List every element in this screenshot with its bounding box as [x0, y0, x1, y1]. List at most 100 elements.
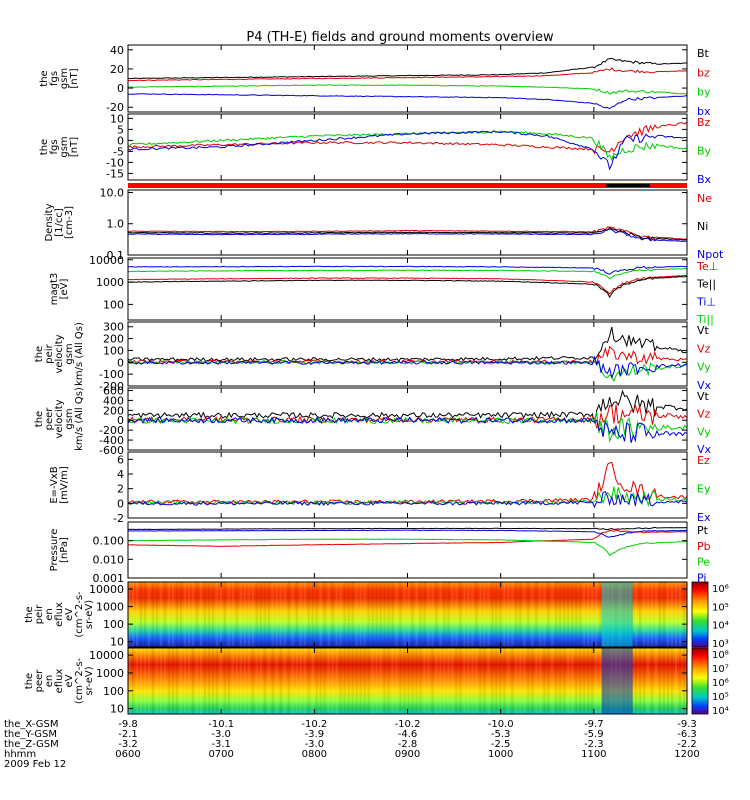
spectrogram-texture [591, 648, 594, 714]
spectrogram-texture [463, 648, 466, 714]
series-line-bx [127, 93, 688, 110]
y-axis-label: fgs [49, 139, 60, 154]
y-axis-label: [eV] [59, 279, 70, 300]
y-tick-label: 1000 [96, 276, 124, 289]
spectrogram-texture [395, 582, 398, 647]
spectrogram-texture [639, 582, 642, 647]
spectrogram-texture [179, 582, 182, 647]
spectrogram-texture [315, 582, 318, 647]
spectrogram-texture [223, 648, 226, 714]
spectrogram-texture [140, 582, 142, 647]
footer-value: -10.2 [395, 719, 421, 730]
y-axis-label: (cm^2-s- [74, 591, 85, 638]
footer-value: 0600 [115, 749, 140, 760]
footer-value: -2.2 [677, 739, 697, 750]
spectrogram-texture [144, 582, 146, 647]
spectrogram-texture [351, 648, 354, 714]
legend-label: Vx [697, 443, 712, 456]
spectrogram-texture [423, 582, 426, 647]
spectrogram-texture [227, 648, 230, 714]
series-line-ni [127, 226, 688, 241]
spectrogram-texture [155, 648, 158, 714]
spectrogram-texture [475, 582, 478, 647]
footer-value: 0900 [395, 749, 420, 760]
spectrogram-texture [503, 582, 506, 647]
y-tick-label: 10 [110, 636, 124, 649]
y-axis-label: [nT] [69, 137, 80, 157]
spectrogram-texture [523, 648, 526, 714]
spectrogram-texture [399, 648, 402, 714]
y-tick-label: -15 [106, 167, 124, 180]
spectrogram-texture [231, 582, 234, 647]
spectrogram-texture [511, 648, 514, 714]
y-axis-label: peir [34, 604, 45, 624]
spectrogram-texture [379, 582, 382, 647]
colorbar-tick-label: 10⁶ [712, 678, 729, 689]
legend-label: Ti⊥ [696, 295, 716, 308]
y-tick-label: 10.0 [100, 186, 125, 199]
spectrogram-texture [443, 648, 446, 714]
spectrogram-texture [251, 582, 254, 647]
y-axis-label: velocity [54, 399, 65, 438]
spectrogram-texture [339, 582, 342, 647]
spectrogram-texture [187, 648, 190, 714]
spectrogram-texture [419, 582, 422, 647]
spectrogram-texture [339, 648, 342, 714]
spectrogram-texture [543, 582, 546, 647]
spectrogram-texture [487, 582, 490, 647]
spectrogram-texture [383, 648, 386, 714]
spectrogram-texture [571, 582, 574, 647]
y-axis-label: the [34, 411, 45, 427]
colorbar [691, 581, 709, 648]
spectrogram-texture [543, 648, 546, 714]
spectrogram-texture [359, 582, 362, 647]
spectrogram-texture [579, 648, 582, 714]
spectrogram-texture [459, 582, 462, 647]
legend-label: Ez [697, 454, 710, 467]
spectrogram-texture [467, 582, 470, 647]
spectrogram-texture [159, 648, 162, 714]
spectrogram-texture [583, 582, 586, 647]
y-tick-label: -400 [99, 434, 124, 447]
spectrogram-texture [243, 648, 246, 714]
spectrogram-texture [467, 648, 470, 714]
legend-label: Pe [697, 556, 710, 569]
spectrogram-texture [651, 582, 654, 647]
spectrogram-texture [479, 582, 482, 647]
spectrogram-texture [447, 582, 450, 647]
series-line-by [127, 130, 688, 161]
spectrogram-texture [291, 582, 294, 647]
spectrogram-texture [299, 648, 302, 714]
y-tick-label: 0 [117, 356, 124, 369]
legend-label: Vt [697, 324, 710, 337]
spectrogram-texture [519, 648, 522, 714]
spectrogram-texture [307, 582, 310, 647]
spectrogram-texture [483, 648, 486, 714]
y-axis-label: E=-VxB [49, 466, 60, 503]
spectrogram-texture [395, 648, 398, 714]
spectrogram-texture [307, 648, 310, 714]
spectrogram-texture [199, 648, 202, 714]
y-axis-label: the [34, 346, 45, 362]
spectrogram-texture [527, 582, 530, 647]
series-line-ti⊥ [127, 265, 688, 275]
spectrogram-texture [163, 648, 166, 714]
legend-label: Te|| [696, 278, 716, 291]
spectrogram-texture [635, 648, 638, 714]
spectrogram-texture [211, 648, 214, 714]
y-tick-label: -200 [99, 380, 124, 393]
y-tick-label: 1000 [96, 667, 124, 680]
quality-flag-bar [128, 183, 687, 188]
spectrogram-texture [491, 582, 494, 647]
footer-value: -5.9 [584, 729, 604, 740]
spectrogram-texture [155, 582, 158, 647]
y-axis-label: [mV/m] [59, 466, 70, 504]
colorbar-tick-label: 10⁶ [712, 584, 729, 595]
spectrogram-texture [671, 582, 673, 647]
spectrogram-texture [431, 648, 434, 714]
spectrogram-texture [295, 582, 298, 647]
y-tick-label: 0.100 [93, 535, 125, 548]
spectrogram-texture [263, 582, 266, 647]
spectrogram-texture [527, 648, 530, 714]
